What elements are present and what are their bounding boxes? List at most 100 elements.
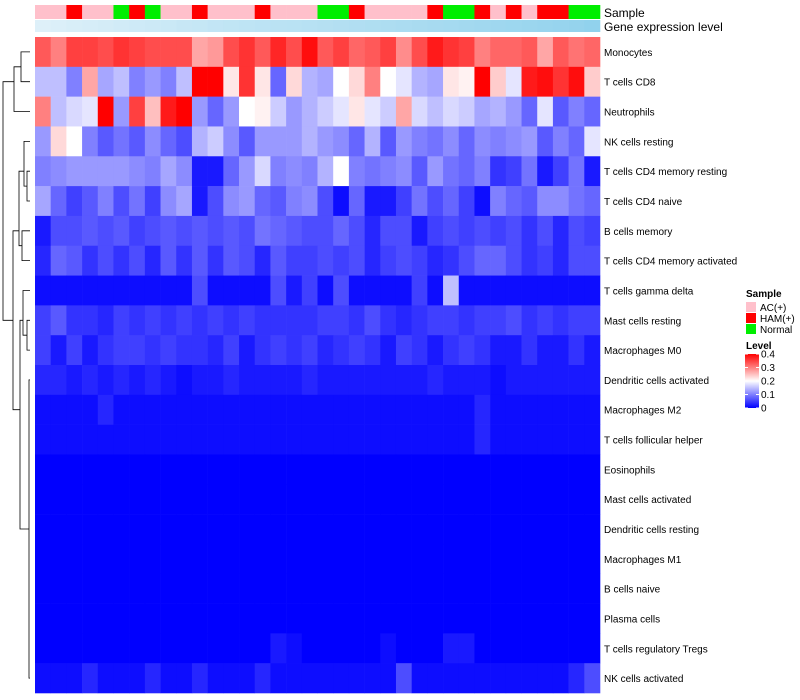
heatmap-cell [239,215,256,247]
heatmap-cell [35,543,51,575]
heatmap-cell [191,335,208,366]
heatmap-cell [66,633,83,664]
heatmap-cell [537,215,554,247]
heatmap-cell [584,514,601,545]
heatmap-cell [82,603,99,634]
heatmap-cell [552,215,569,247]
heatmap-cell [66,186,83,217]
heatmap-cell [474,245,491,276]
heatmap-cell [537,484,554,515]
heatmap-cell [521,335,538,366]
heatmap-cell [364,37,381,68]
heatmap-cell [537,424,554,455]
heatmap-cell [380,156,397,187]
heatmap-cell [97,514,114,545]
heatmap-cell [584,484,601,515]
heatmap-cell [66,394,83,425]
heatmap-cell [66,603,83,634]
heatmap-cell [380,215,397,247]
heatmap-cell [521,66,538,97]
row-label: Macrophages M2 [604,406,682,417]
heatmap-cell [584,245,601,276]
heatmap-cell [207,37,224,68]
heatmap-cell [66,365,83,396]
level-legend: Level 0.4 0.3 0.2 0.1 0 [745,341,775,415]
heatmap-cell [113,215,130,247]
heatmap-cell [443,514,460,545]
heatmap-cell [270,66,287,97]
heatmap-cell [82,215,99,247]
heatmap-cell [113,603,130,634]
heatmap-cell [301,365,318,396]
heatmap-cell [66,484,83,515]
sample-annotation-cell [191,5,208,19]
heatmap-cell [364,603,381,634]
heatmap-cell [395,663,412,694]
sample-annotation-cell [144,5,161,19]
heatmap-cell [270,156,287,187]
level-tick-label: 0 [761,404,767,415]
heatmap-cell [82,424,99,455]
heatmap-cell [254,126,271,157]
heatmap-cell [505,603,522,634]
heatmap-cell [521,394,538,425]
heatmap-cell [207,335,224,366]
heatmap-cell [144,663,161,694]
heatmap-cells [35,37,601,694]
heatmap-cell [160,96,177,127]
heatmap-cell [380,424,397,455]
heatmap-cell [584,573,601,604]
dendrogram-branch [22,290,30,336]
heatmap-cell [160,156,177,187]
heatmap-cell [505,335,522,366]
heatmap-cell [427,514,444,545]
heatmap-cell [97,186,114,217]
gene-expression-cell [144,20,161,32]
heatmap-cell [584,424,601,455]
heatmap-cell [160,66,177,97]
heatmap-cell [333,454,350,485]
heatmap-cell [35,514,51,545]
heatmap-cell [411,156,428,187]
heatmap-cell [239,543,256,575]
heatmap-cell [458,484,475,515]
heatmap-cell [568,37,585,68]
heatmap-cell [176,543,193,575]
gene-expression-cell [270,20,287,32]
heatmap-cell [348,454,365,485]
heatmap-cell [443,603,460,634]
heatmap-cell [348,245,365,276]
sample-annotation-cell [176,5,193,19]
heatmap-cell [191,663,208,694]
heatmap-cell [176,394,193,425]
heatmap-cell [207,633,224,664]
heatmap-cell [176,484,193,515]
heatmap-cell [317,633,334,664]
heatmap-cell [427,394,444,425]
heatmap-cell [144,454,161,485]
heatmap-cell [317,484,334,515]
heatmap-cell [191,484,208,515]
level-tick-label: 0.2 [761,377,775,388]
row-label: Plasma cells [604,614,660,625]
heatmap-cell [458,633,475,664]
heatmap-cell [82,543,99,575]
sample-annotation-cell [537,5,554,19]
dendrogram-branch [13,66,30,112]
gene-expression-cell [364,20,381,32]
row-label: T cells CD4 naive [604,197,683,208]
heatmap-cell [239,424,256,455]
heatmap-cell [443,484,460,515]
heatmap-cell [129,245,146,276]
sample-annotation-cell [50,5,67,19]
heatmap-cell [568,66,585,97]
heatmap-cell [521,126,538,157]
heatmap-cell [348,126,365,157]
heatmap-cell [270,514,287,545]
heatmap-cell [568,573,585,604]
heatmap-cell [176,66,193,97]
heatmap-cell [160,663,177,694]
heatmap-cell [66,543,83,575]
dendrogram-branch [18,170,24,247]
heatmap-cell [207,126,224,157]
